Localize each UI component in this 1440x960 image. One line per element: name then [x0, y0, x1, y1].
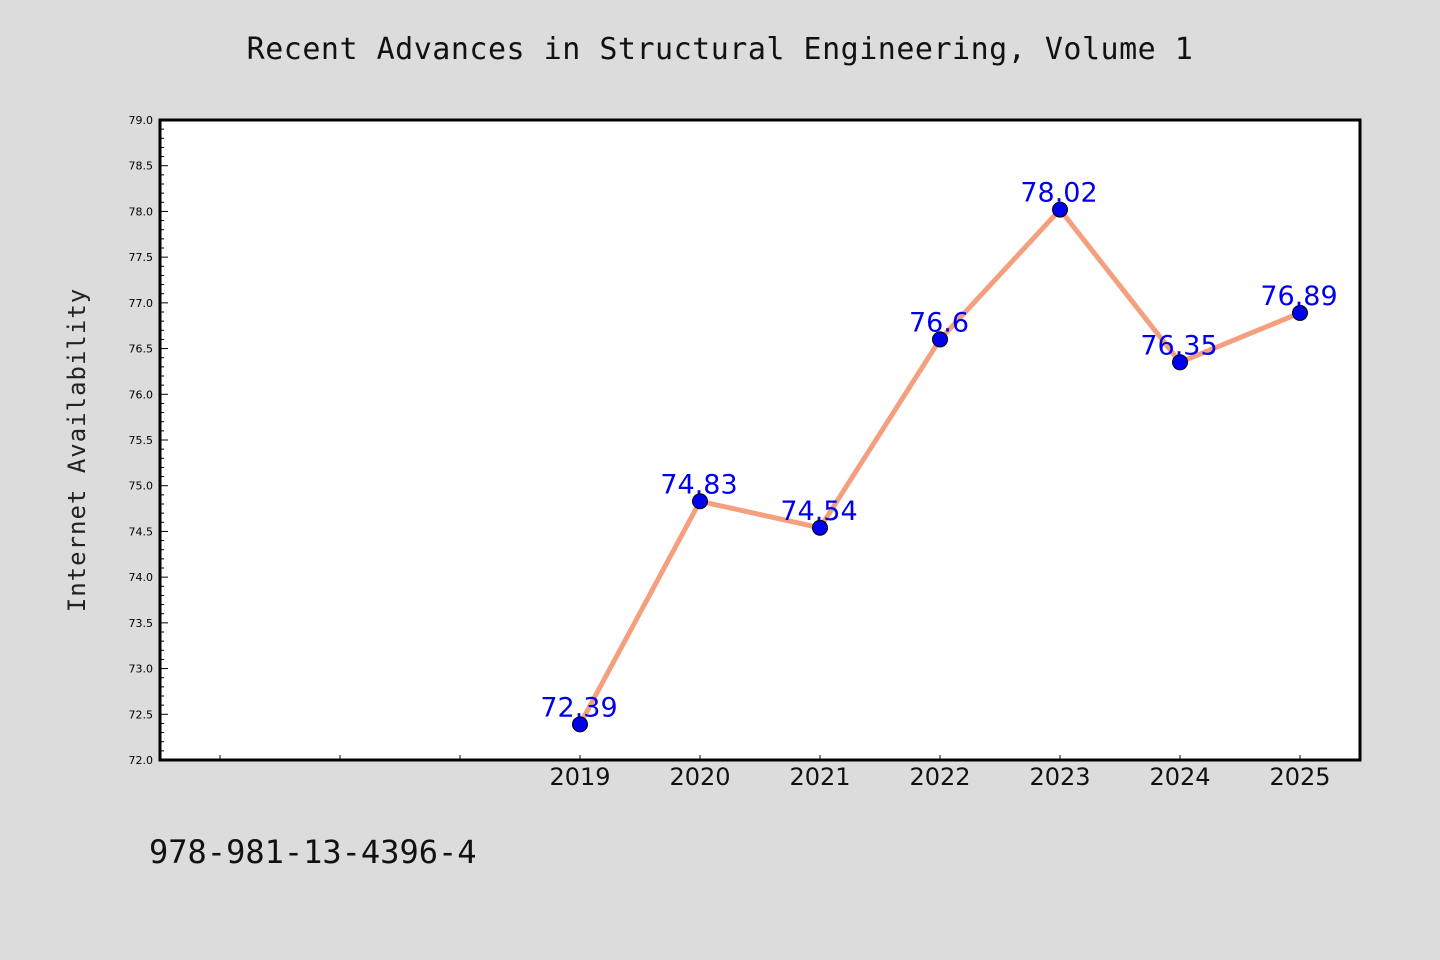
y-axis: 72.0 72.5 73.0 73.5 74.0 74.5 75.0 75.5 76.0 76.5… — [129, 114, 168, 767]
y-tick-label: 78.0 — [129, 205, 154, 218]
y-tick-label: 79.0 — [129, 114, 154, 127]
isbn-text: 978-981-13-4396-4 — [149, 833, 477, 871]
y-tick-label: 72.0 — [129, 754, 154, 767]
data-point — [932, 331, 948, 348]
data-point — [692, 493, 708, 510]
y-tick-label: 72.5 — [129, 708, 154, 721]
y-tick-label: 74.0 — [129, 571, 154, 584]
data-label: 78.02 — [1020, 178, 1097, 209]
x-tick-label: 2019 — [549, 763, 610, 791]
y-tick-label: 76.0 — [129, 388, 154, 401]
x-axis: 2019 2020 2021 2022 2023 2024 2025 — [219, 755, 1331, 791]
x-tick-label: 2023 — [1029, 763, 1090, 791]
x-tick-label: 2024 — [1149, 763, 1210, 791]
data-point — [812, 519, 828, 536]
data-label: 72.39 — [540, 692, 617, 723]
x-tick-label: 2022 — [909, 763, 970, 791]
y-tick-label: 75.5 — [129, 434, 154, 447]
y-tick-label: 77.0 — [129, 297, 154, 310]
data-label: 74.54 — [780, 496, 857, 527]
y-tick-label: 74.5 — [129, 525, 154, 538]
data-point — [572, 716, 588, 733]
x-tick-label: 2021 — [789, 763, 850, 791]
data-point — [1292, 304, 1308, 321]
x-tick-label: 2025 — [1269, 763, 1330, 791]
y-tick-label: 75.0 — [129, 480, 154, 493]
y-tick-label: 76.5 — [129, 343, 154, 356]
data-label: 76.35 — [1140, 330, 1217, 361]
plot-area — [158, 118, 1362, 762]
y-tick-label: 78.5 — [129, 160, 154, 173]
y-tick-label: 73.0 — [129, 663, 154, 676]
data-label: 74.83 — [660, 469, 737, 500]
data-label: 76.89 — [1260, 281, 1337, 312]
data-point — [1172, 354, 1188, 371]
data-point — [1052, 201, 1068, 218]
y-tick-label: 77.5 — [129, 251, 154, 264]
chart-title: Recent Advances in Structural Engineerin… — [246, 32, 1194, 67]
x-tick-label: 2020 — [669, 763, 730, 791]
y-tick-label: 73.5 — [129, 617, 154, 630]
series-group: 72.39 74.83 74.54 76.6 78.02 76.35 76.89 — [540, 178, 1338, 733]
data-label: 76.6 — [909, 307, 969, 338]
